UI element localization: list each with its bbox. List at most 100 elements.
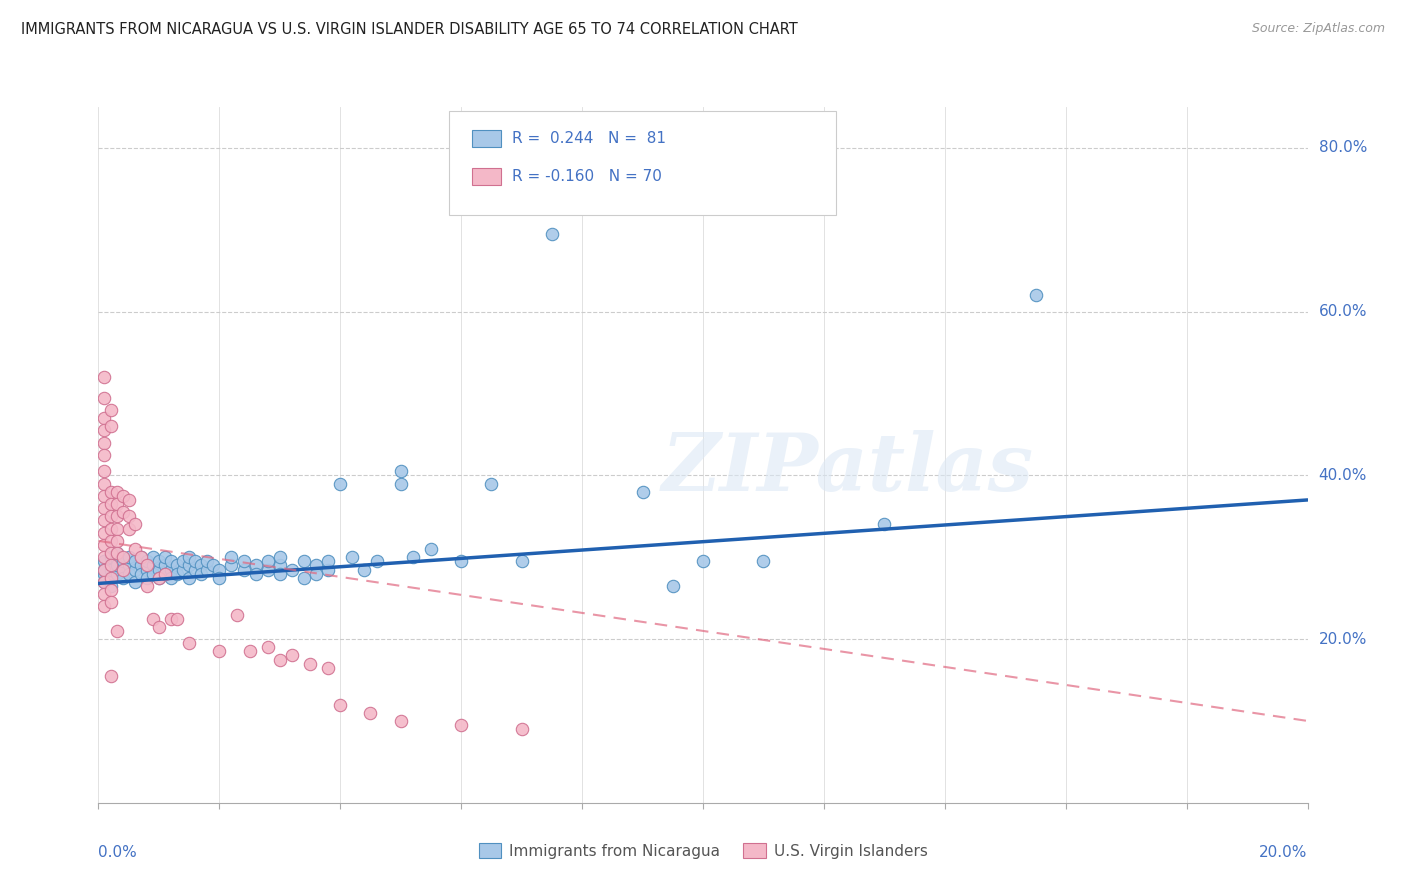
Text: 20.0%: 20.0% xyxy=(1319,632,1367,647)
Point xyxy=(142,566,165,581)
Point xyxy=(100,533,122,548)
Text: ZIPatlas: ZIPatlas xyxy=(662,430,1035,508)
Point xyxy=(256,562,278,576)
Point xyxy=(124,574,146,589)
Point xyxy=(111,489,134,503)
Point xyxy=(111,550,134,565)
Point xyxy=(105,624,128,638)
Point xyxy=(111,562,134,576)
Point xyxy=(269,652,291,666)
Point xyxy=(160,554,183,568)
Point xyxy=(232,554,254,568)
Point xyxy=(148,620,170,634)
Point xyxy=(118,492,141,507)
Point xyxy=(111,505,134,519)
Text: 80.0%: 80.0% xyxy=(1319,140,1367,155)
Point xyxy=(142,612,165,626)
Point xyxy=(232,562,254,576)
Text: R =  0.244   N =  81: R = 0.244 N = 81 xyxy=(512,131,666,146)
Point xyxy=(184,562,207,576)
Point xyxy=(292,554,315,568)
Point xyxy=(208,644,231,658)
Point xyxy=(172,554,194,568)
Point xyxy=(305,558,328,573)
Point xyxy=(281,562,304,576)
Point xyxy=(1024,288,1046,302)
Point xyxy=(148,562,170,576)
Point xyxy=(142,550,165,565)
Point xyxy=(111,571,134,585)
Point xyxy=(245,566,267,581)
Point xyxy=(540,227,562,241)
Point xyxy=(226,607,249,622)
Point xyxy=(419,542,441,557)
Point xyxy=(93,587,115,601)
Point xyxy=(124,562,146,576)
Point xyxy=(100,550,122,565)
Point xyxy=(100,509,122,524)
Point xyxy=(481,476,503,491)
Point xyxy=(208,562,231,576)
Point xyxy=(100,522,122,536)
Point xyxy=(305,566,328,581)
Point xyxy=(269,558,291,573)
Point xyxy=(366,554,388,568)
Point xyxy=(100,497,122,511)
Point xyxy=(100,562,122,576)
Point xyxy=(450,554,472,568)
Point xyxy=(245,558,267,573)
Point xyxy=(360,706,382,720)
Point xyxy=(353,562,375,576)
Point xyxy=(93,562,115,576)
Point xyxy=(329,476,352,491)
Point xyxy=(105,533,128,548)
Point xyxy=(135,579,157,593)
Point xyxy=(135,554,157,568)
Point xyxy=(93,411,115,425)
FancyBboxPatch shape xyxy=(472,130,501,146)
Point xyxy=(93,574,115,589)
Point xyxy=(93,448,115,462)
Point xyxy=(124,554,146,568)
Point xyxy=(166,612,188,626)
Point xyxy=(153,558,176,573)
Point xyxy=(93,391,115,405)
Point xyxy=(105,497,128,511)
Point xyxy=(124,517,146,532)
Point xyxy=(177,558,201,573)
Point xyxy=(135,571,157,585)
Point xyxy=(166,566,188,581)
Point xyxy=(752,554,775,568)
Point xyxy=(135,562,157,576)
Point xyxy=(93,370,115,384)
Point xyxy=(177,550,201,565)
Point xyxy=(93,464,115,478)
Point xyxy=(281,648,304,663)
Point xyxy=(160,562,183,576)
Point xyxy=(105,566,128,581)
Point xyxy=(93,599,115,614)
Point xyxy=(100,571,122,585)
FancyBboxPatch shape xyxy=(472,169,501,185)
Point xyxy=(316,554,339,568)
Point xyxy=(93,566,115,581)
Point xyxy=(202,558,225,573)
Point xyxy=(292,571,315,585)
Point xyxy=(129,566,152,581)
Point xyxy=(100,571,122,585)
Point xyxy=(93,562,115,576)
FancyBboxPatch shape xyxy=(449,111,837,215)
Point xyxy=(221,558,243,573)
Point xyxy=(316,661,339,675)
Point xyxy=(631,484,654,499)
Point xyxy=(100,582,122,597)
Text: 0.0%: 0.0% xyxy=(98,845,138,860)
Point xyxy=(100,579,122,593)
Point xyxy=(105,509,128,524)
Point xyxy=(129,550,152,565)
Point xyxy=(93,554,115,568)
Point xyxy=(93,525,115,540)
Point xyxy=(239,644,262,658)
Text: 20.0%: 20.0% xyxy=(1260,845,1308,860)
Point xyxy=(166,558,188,573)
